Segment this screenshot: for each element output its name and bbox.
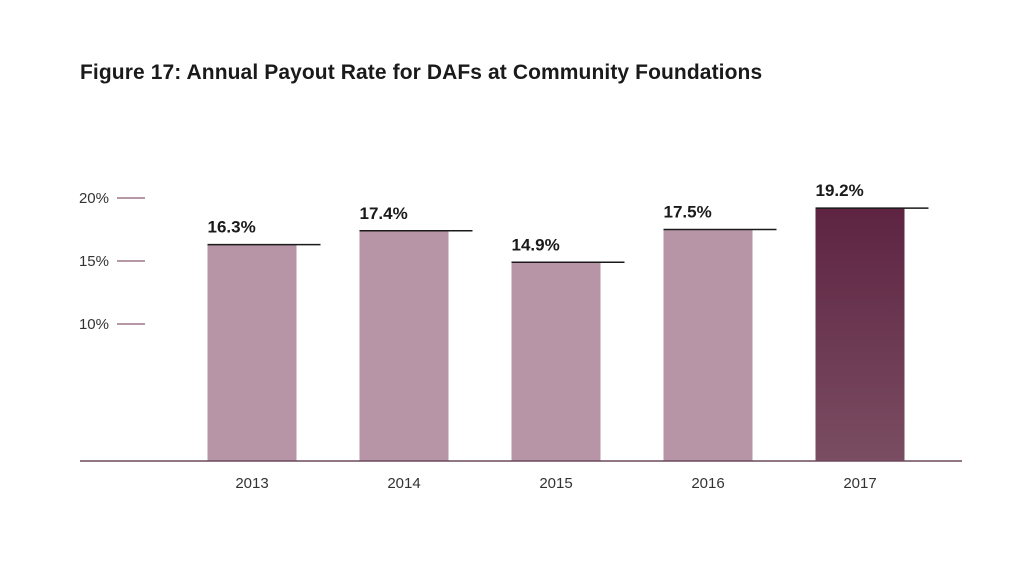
- data-label: 16.3%: [208, 218, 256, 237]
- bar-2013: [207, 244, 297, 461]
- data-label: 14.9%: [512, 235, 560, 254]
- bar-2017: [815, 208, 905, 461]
- y-tick-label: 10%: [79, 316, 109, 333]
- data-label: 19.2%: [816, 181, 864, 200]
- x-tick-label: 2016: [691, 475, 724, 492]
- bar-2015: [511, 262, 601, 461]
- y-tick-label: 15%: [79, 253, 109, 270]
- bar-2014: [359, 230, 449, 461]
- bar-2016: [663, 229, 753, 461]
- x-tick-label: 2015: [539, 475, 572, 492]
- x-tick-label: 2017: [843, 475, 876, 492]
- x-axis: 2013 2014 2015 2016 2017: [235, 475, 876, 492]
- data-label: 17.4%: [360, 204, 408, 223]
- chart-title: Figure 17: Annual Payout Rate for DAFs a…: [80, 61, 763, 84]
- data-label: 17.5%: [664, 203, 712, 222]
- x-tick-label: 2014: [387, 475, 420, 492]
- y-tick-label: 20%: [79, 190, 109, 207]
- x-tick-label: 2013: [235, 475, 268, 492]
- bars: 16.3% 17.4% 14.9% 17.5% 19.2%: [207, 181, 929, 461]
- y-axis: 10% 15% 20%: [79, 190, 145, 333]
